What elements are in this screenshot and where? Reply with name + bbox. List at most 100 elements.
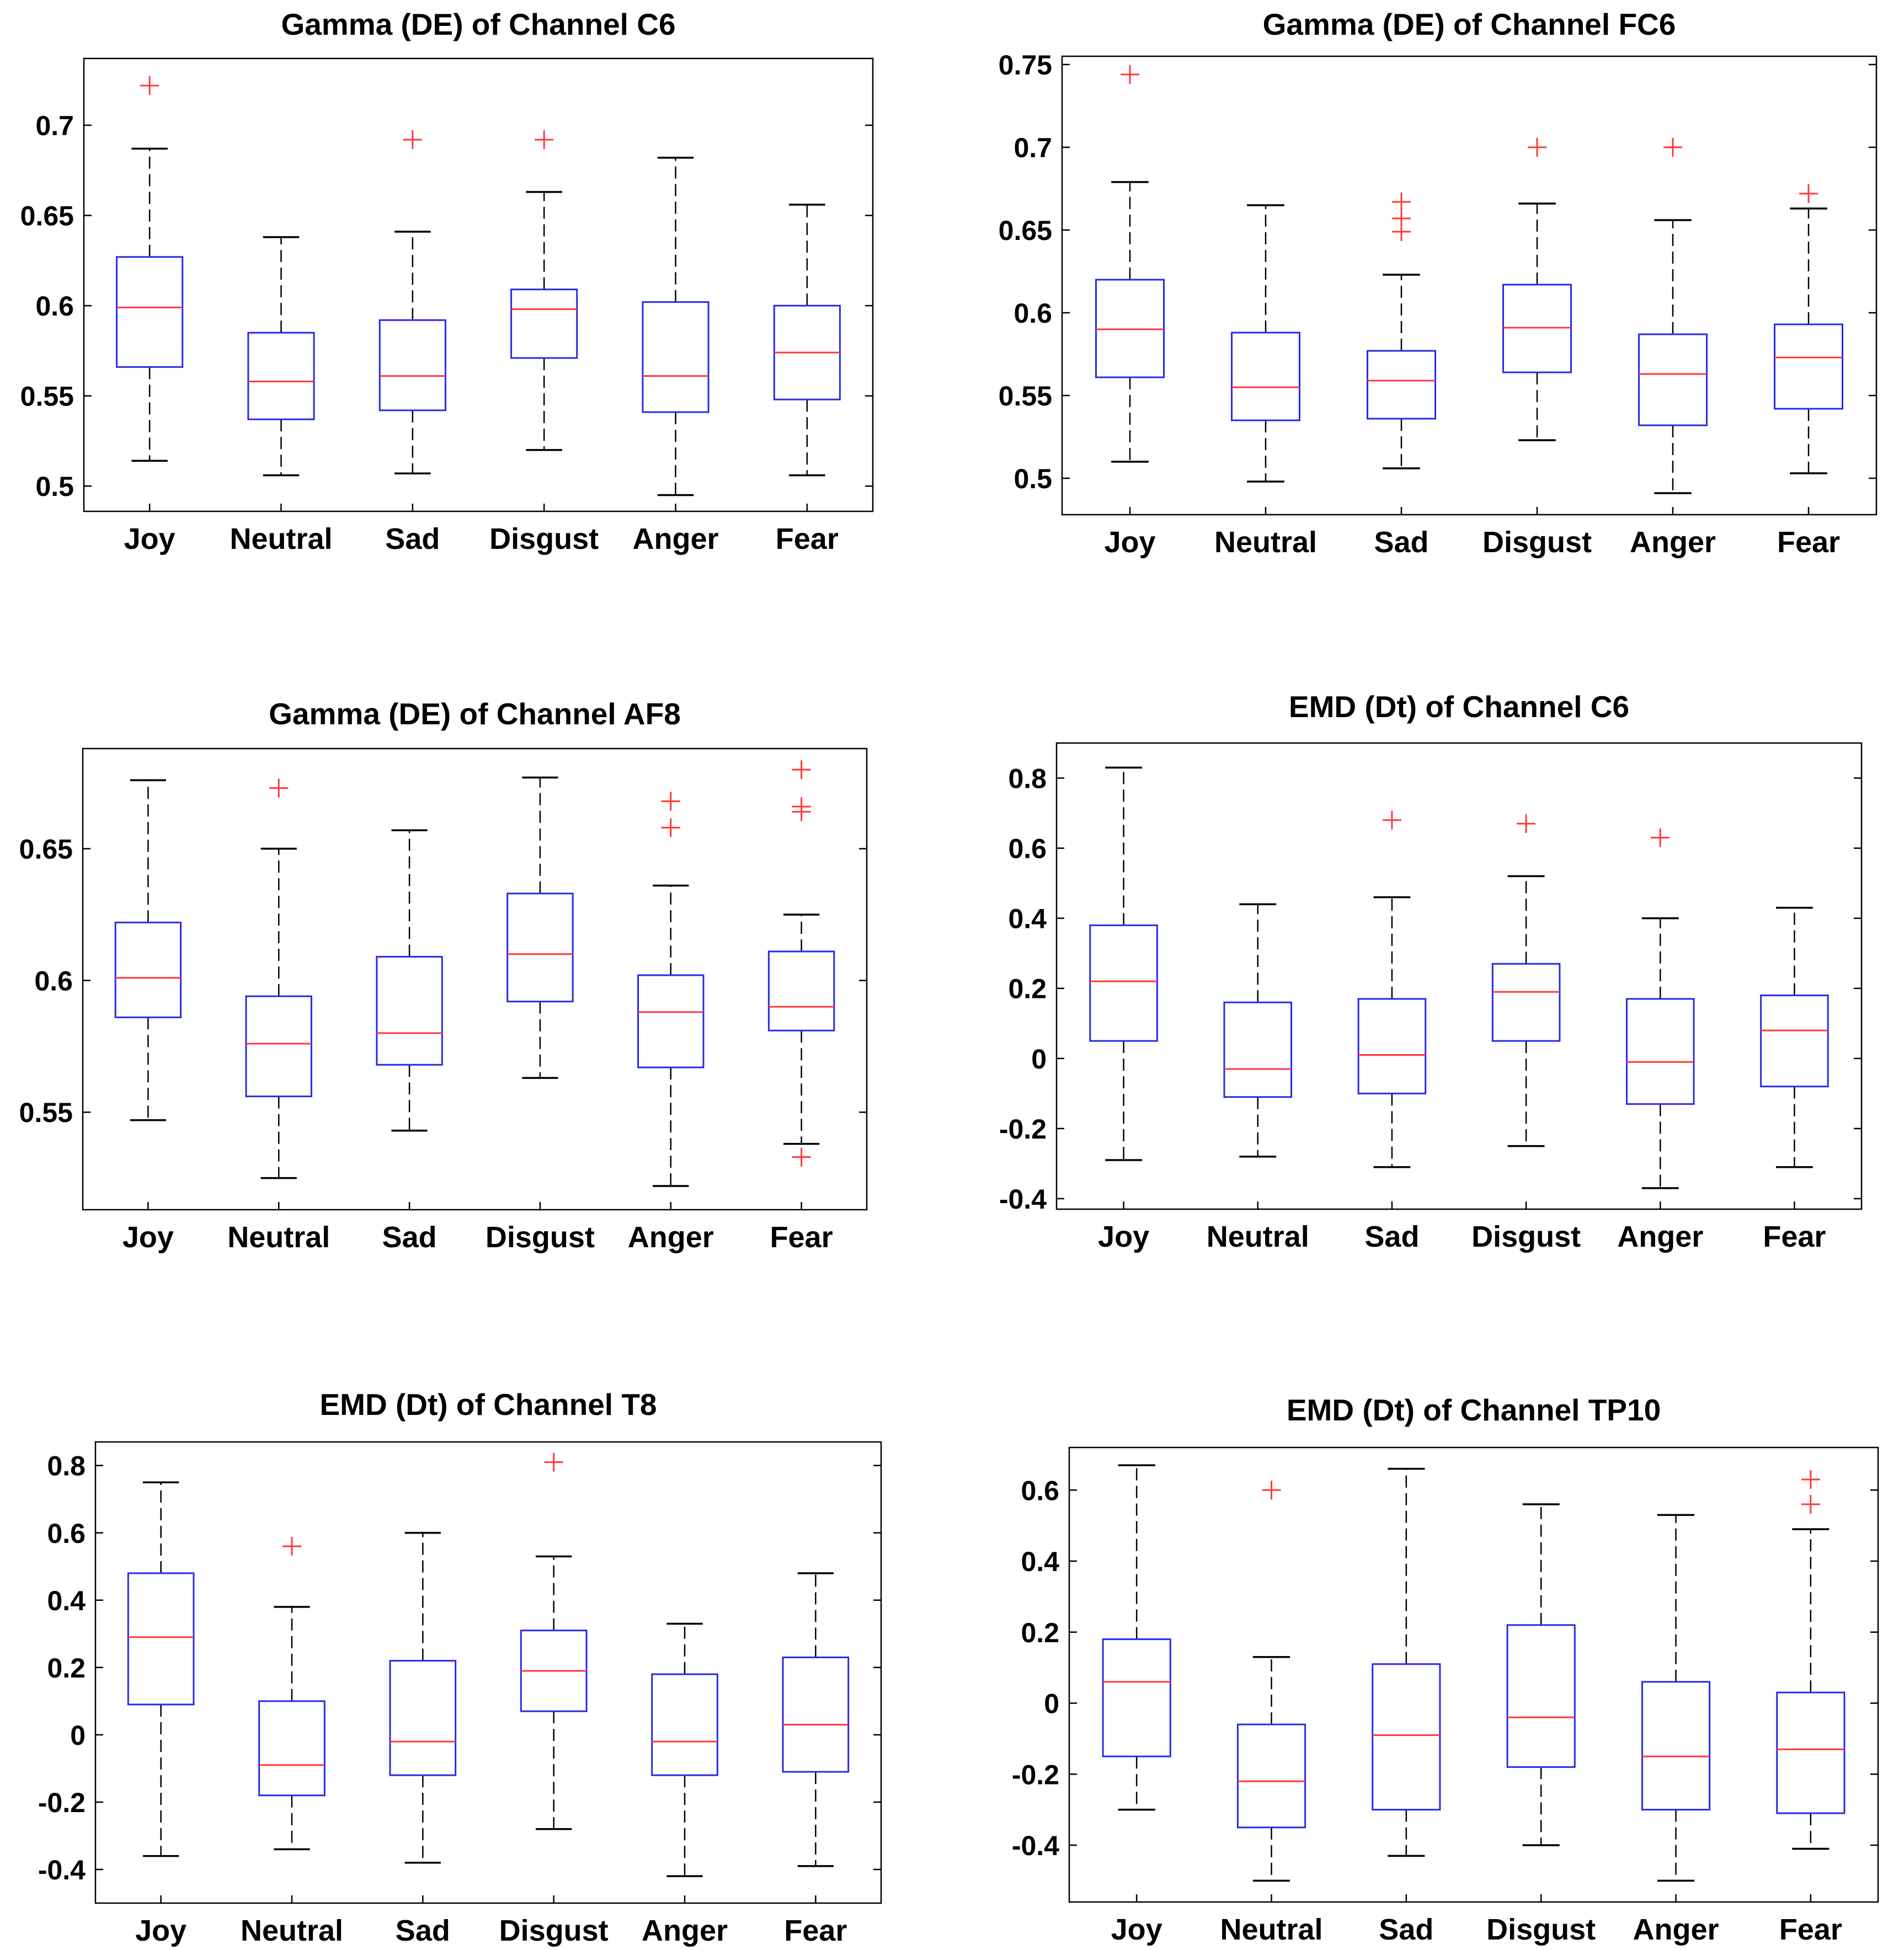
outlier-marker bbox=[1517, 814, 1536, 834]
iqr-box bbox=[127, 1572, 195, 1706]
box-joy bbox=[116, 76, 184, 462]
iqr-box bbox=[247, 332, 315, 420]
iqr-box bbox=[1236, 1723, 1306, 1829]
y-tick-label: 0.75 bbox=[999, 50, 1052, 81]
category-label: Sad bbox=[1379, 1913, 1433, 1946]
box-fear bbox=[773, 204, 841, 477]
box-joy bbox=[114, 779, 182, 1121]
box-disgust bbox=[510, 130, 578, 451]
category-label: Neutral bbox=[1207, 1220, 1309, 1253]
chart-title: Gamma (DE) of Channel FC6 bbox=[1263, 7, 1676, 41]
category-label: Disgust bbox=[499, 1914, 609, 1947]
chart-panel-1: Gamma (DE) of Channel C6 0.5 0.55 0.6 0.65 0.… bbox=[20, 7, 874, 555]
y-tick-label: 0.5 bbox=[1014, 463, 1052, 494]
y-tick-label: 0 bbox=[1031, 1044, 1047, 1075]
iqr-box bbox=[258, 1700, 326, 1797]
category-label: Disgust bbox=[1486, 1913, 1596, 1946]
y-tick-label: 0 bbox=[70, 1720, 86, 1751]
category-label: Fear bbox=[770, 1221, 833, 1254]
iqr-box bbox=[389, 1660, 457, 1776]
y-tick-label: 0.7 bbox=[1014, 132, 1052, 163]
iqr-box bbox=[1357, 998, 1427, 1094]
category-label: Anger bbox=[1633, 1913, 1719, 1946]
outlier-marker bbox=[1121, 65, 1139, 84]
outlier-marker bbox=[792, 760, 811, 779]
category-label: Sad bbox=[1374, 526, 1428, 559]
chart-panel-3: Gamma (DE) of Channel AF8 0.55 0.6 0.65 Joy N… bbox=[19, 697, 868, 1254]
category-label: Sad bbox=[382, 1221, 437, 1254]
iqr-box bbox=[1625, 998, 1695, 1105]
chart-panel-2: Gamma (DE) of Channel FC6 0.5 0.55 0.6 0.65 0… bbox=[999, 7, 1878, 559]
iqr-box bbox=[376, 955, 443, 1066]
y-tick-label: 0.55 bbox=[19, 1097, 73, 1128]
chart-panel-6: EMD (Dt) of Channel TP10 -0.4 -0.2 0 0.2 0.4 0… bbox=[1012, 1393, 1879, 1946]
box-sad bbox=[1357, 810, 1427, 1168]
category-label: Fear bbox=[1777, 526, 1840, 559]
chart-title: EMD (Dt) of Channel TP10 bbox=[1287, 1393, 1661, 1427]
y-tick-label: 0.4 bbox=[47, 1585, 86, 1616]
outlier-marker bbox=[1528, 138, 1546, 157]
y-tick-label: 0 bbox=[1044, 1689, 1059, 1719]
outlier-marker bbox=[1651, 828, 1670, 847]
y-tick-label: -0.4 bbox=[999, 1184, 1047, 1215]
outlier-marker bbox=[140, 76, 159, 95]
y-tick-label: 0.6 bbox=[35, 291, 74, 322]
y-tick-label: 0.65 bbox=[999, 215, 1052, 246]
box-sad bbox=[1367, 193, 1436, 469]
iqr-box bbox=[506, 893, 574, 1003]
y-tick-label: 0.8 bbox=[47, 1451, 86, 1482]
outlier-marker bbox=[1801, 1470, 1820, 1489]
iqr-box bbox=[114, 921, 182, 1018]
category-label: Joy bbox=[124, 522, 175, 555]
chart-title: Gamma (DE) of Channel AF8 bbox=[269, 697, 681, 731]
iqr-box bbox=[1491, 963, 1561, 1042]
category-label: Anger bbox=[642, 1914, 728, 1947]
y-tick-label: 0.4 bbox=[1008, 904, 1047, 934]
category-label: Fear bbox=[1763, 1220, 1826, 1253]
y-tick-label: 0.2 bbox=[1008, 974, 1047, 1005]
category-label: Fear bbox=[776, 522, 839, 555]
box-anger bbox=[637, 792, 705, 1187]
iqr-box bbox=[116, 256, 184, 368]
box-neutral bbox=[1236, 1481, 1306, 1882]
box-neutral bbox=[1231, 204, 1300, 483]
chart-panel-4: EMD (Dt) of Channel C6 -0.4 -0.2 0 0.2 0.4 0.6… bbox=[999, 690, 1863, 1253]
category-label: Neutral bbox=[230, 522, 332, 555]
box-fear bbox=[1760, 906, 1829, 1168]
box-joy bbox=[127, 1481, 195, 1857]
outlier-marker bbox=[1392, 193, 1411, 211]
axes-frame bbox=[1068, 1446, 1879, 1903]
outlier-marker bbox=[1262, 1481, 1281, 1500]
axes-frame bbox=[82, 747, 868, 1211]
y-tick-label: 0.7 bbox=[35, 110, 74, 141]
y-tick-label: -0.2 bbox=[1012, 1759, 1059, 1790]
y-tick-label: 0.4 bbox=[1021, 1546, 1059, 1577]
box-anger bbox=[651, 1622, 718, 1877]
axes-frame bbox=[1055, 742, 1863, 1210]
category-label: Disgust bbox=[486, 1221, 595, 1254]
outlier-marker bbox=[1663, 138, 1682, 157]
category-label: Fear bbox=[784, 1914, 847, 1947]
box-disgust bbox=[1502, 138, 1572, 441]
box-sad bbox=[389, 1532, 457, 1864]
category-label: Joy bbox=[1104, 526, 1155, 559]
box-neutral bbox=[258, 1537, 326, 1851]
outlier-marker bbox=[544, 1452, 563, 1472]
category-label: Neutral bbox=[1214, 526, 1317, 559]
iqr-box bbox=[1372, 1663, 1441, 1811]
category-label: Joy bbox=[1111, 1913, 1162, 1946]
box-anger bbox=[1641, 1514, 1711, 1882]
y-tick-label: 0.8 bbox=[1008, 763, 1047, 794]
chart-title: Gamma (DE) of Channel C6 bbox=[281, 7, 675, 41]
iqr-box bbox=[1102, 1638, 1171, 1757]
outlier-marker bbox=[792, 1147, 811, 1167]
outlier-marker bbox=[269, 778, 289, 798]
axes-frame bbox=[94, 1441, 882, 1904]
axes-frame bbox=[1061, 55, 1878, 516]
outlier-marker bbox=[661, 792, 680, 811]
outlier-marker bbox=[1799, 184, 1818, 203]
y-tick-label: 0.55 bbox=[999, 381, 1052, 412]
box-anger bbox=[642, 157, 710, 496]
box-disgust bbox=[1491, 814, 1561, 1147]
category-label: Anger bbox=[1630, 526, 1716, 559]
